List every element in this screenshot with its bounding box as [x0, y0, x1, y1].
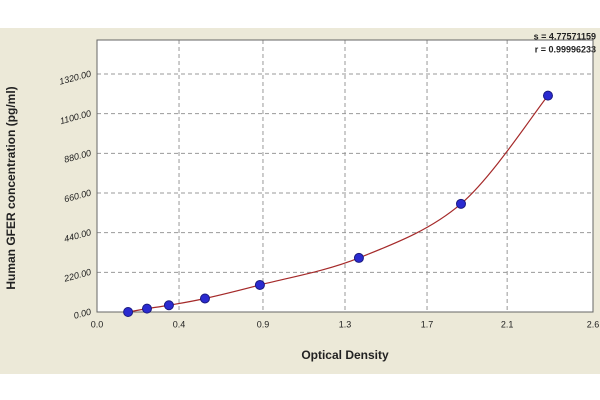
data-point [254, 279, 265, 290]
x-tick-label: 2.6 [587, 319, 600, 329]
x-tick-label: 1.7 [421, 319, 434, 329]
x-tick-label: 0.9 [257, 319, 270, 329]
data-point [199, 293, 210, 304]
x-tick-label: 2.1 [501, 319, 514, 329]
x-tick-label: 0.0 [91, 319, 104, 329]
y-tick-label: 0.00 [73, 307, 93, 321]
x-axis-label: Optical Density [301, 348, 389, 362]
data-point [542, 90, 553, 101]
data-point [353, 252, 364, 263]
data-point [123, 307, 134, 317]
annotation: r = 0.99996233 [535, 44, 596, 54]
annotation: s = 4.77571159 [534, 31, 596, 41]
y-axis-label: Human GFER concentration (pg/ml) [4, 86, 18, 289]
data-point [455, 198, 466, 209]
plot-border [96, 39, 594, 313]
x-tick-label: 0.4 [173, 319, 186, 329]
data-point [163, 300, 174, 311]
data-point [141, 303, 152, 314]
x-tick-label: 1.3 [339, 319, 352, 329]
